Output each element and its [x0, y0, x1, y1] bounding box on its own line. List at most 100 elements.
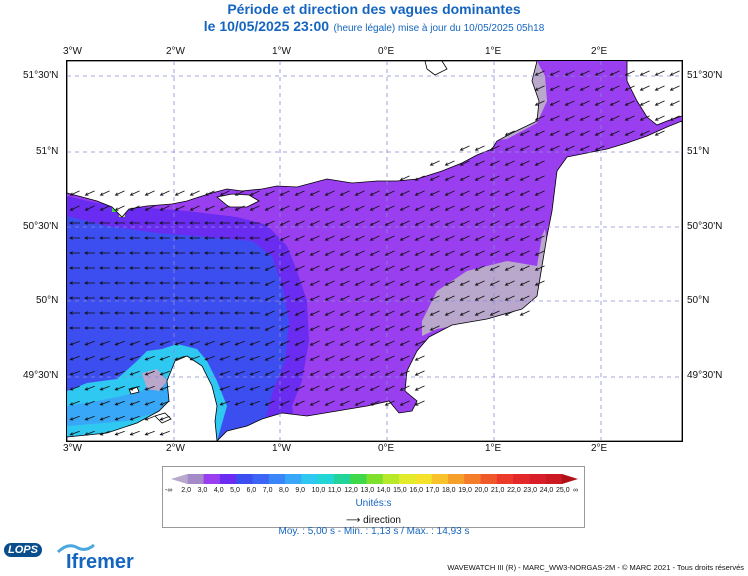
wave-direction-arrowhead	[249, 236, 253, 240]
wave-direction-arrow	[550, 130, 560, 136]
wave-direction-arrow	[325, 385, 335, 391]
wave-direction-arrow	[385, 235, 395, 241]
wave-direction-arrowhead	[129, 281, 133, 285]
wave-direction-arrow	[70, 385, 80, 391]
wave-direction-arrowhead	[69, 236, 73, 240]
wave-direction-arrow	[670, 115, 680, 121]
wave-direction-arrowhead	[129, 326, 133, 330]
wave-direction-arrow	[280, 280, 290, 286]
wave-direction-arrowhead	[459, 147, 464, 151]
wave-direction-arrowhead	[309, 357, 314, 361]
legend-tick-label: ∞	[573, 487, 578, 494]
wave-direction-arrow	[370, 340, 380, 346]
wave-direction-arrow	[295, 385, 305, 391]
wave-direction-arrowhead	[594, 117, 599, 121]
wave-direction-arrowhead	[579, 147, 584, 151]
wave-direction-arrow	[310, 220, 320, 226]
wave-direction-arrowhead	[264, 252, 269, 256]
wave-direction-arrowhead	[129, 221, 133, 225]
left-lat-label: 51°N	[36, 146, 59, 157]
wave-direction-arrow	[145, 205, 155, 211]
wave-direction-arrow	[295, 295, 305, 301]
wave-direction-arrow	[505, 190, 515, 196]
wave-direction-arrow	[400, 355, 410, 361]
wave-direction-arrowhead	[399, 372, 404, 376]
wave-direction-arrowhead	[339, 267, 344, 271]
legend-tick-label: 4,0	[213, 487, 224, 494]
wave-direction-arrow	[415, 220, 425, 226]
wave-direction-arrow	[640, 70, 650, 76]
legend-color-cell	[301, 474, 319, 484]
wave-direction-arrowhead	[324, 222, 329, 226]
wave-direction-arrowhead	[129, 251, 133, 255]
legend-tick-label: 15,0	[393, 487, 407, 494]
wave-direction-arrow	[340, 400, 350, 406]
land-england	[67, 61, 540, 218]
wave-direction-arrow	[505, 310, 515, 316]
wave-direction-arrowhead	[369, 267, 374, 271]
wave-direction-arrowhead	[249, 221, 253, 225]
wave-direction-arrow	[505, 145, 515, 151]
map-panel[interactable]	[66, 60, 683, 442]
wave-direction-arrow	[490, 220, 500, 226]
wave-direction-arrowhead	[429, 207, 434, 211]
wave-direction-arrow	[145, 340, 155, 346]
wave-direction-arrowhead	[279, 402, 284, 406]
wave-direction-arrowhead	[459, 162, 464, 166]
wave-direction-arrowhead	[294, 327, 299, 331]
wave-direction-arrow	[295, 370, 305, 376]
wave-direction-arrowhead	[474, 207, 479, 211]
wave-direction-arrowhead	[354, 192, 359, 196]
wave-direction-arrowhead	[339, 342, 344, 346]
wave-direction-arrowhead	[624, 87, 629, 91]
wave-direction-arrow	[370, 295, 380, 301]
wave-direction-arrowhead	[144, 372, 149, 376]
wave-direction-arrow	[265, 190, 275, 196]
legend-tick-label: 2,0	[181, 487, 192, 494]
wave-direction-arrow	[85, 430, 95, 436]
legend-tick-label: 9,0	[295, 487, 306, 494]
wave-direction-arrow	[100, 385, 110, 391]
wave-direction-arrowhead	[144, 281, 148, 285]
wave-direction-arrowhead	[324, 192, 329, 196]
wave-direction-arrow	[295, 340, 305, 346]
wave-direction-arrowhead	[249, 251, 253, 255]
wave-direction-arrow	[115, 385, 125, 391]
wave-direction-arrowhead	[339, 237, 344, 241]
wave-direction-arrow	[505, 205, 515, 211]
wave-direction-arrow	[175, 190, 185, 196]
wave-direction-arrowhead	[99, 357, 104, 361]
wave-direction-arrow	[610, 115, 620, 121]
wave-direction-arrow	[160, 415, 170, 421]
wave-direction-arrowhead	[399, 252, 404, 256]
wave-direction-arrow	[100, 190, 110, 196]
wave-direction-arrow	[445, 235, 455, 241]
wave-direction-arrowhead	[174, 192, 179, 196]
wave-direction-arrowhead	[84, 417, 89, 421]
wave-direction-arrow	[310, 205, 320, 211]
wave-direction-arrowhead	[354, 252, 359, 256]
wave-direction-arrow	[415, 355, 425, 361]
wave-direction-arrow	[265, 370, 275, 376]
wave-direction-arrow	[595, 85, 605, 91]
wave-direction-arrowhead	[444, 177, 449, 181]
wave-direction-arrow	[160, 340, 170, 346]
wave-direction-arrow	[325, 205, 335, 211]
legend-color-cell	[480, 474, 498, 484]
wave-direction-arrowhead	[114, 251, 118, 255]
wave-direction-arrow	[115, 400, 125, 406]
wave-direction-arrow	[325, 370, 335, 376]
wave-direction-arrow	[310, 265, 320, 271]
wave-direction-arrow	[595, 145, 605, 151]
wave-direction-arrow	[70, 430, 80, 436]
wave-direction-arrowhead	[459, 222, 464, 226]
land-isle-of-wight	[216, 193, 260, 208]
wave-direction-arrowhead	[159, 221, 163, 225]
wave-direction-arrow	[130, 400, 140, 406]
wave-direction-arrow	[445, 250, 455, 256]
wave-direction-arrow	[295, 250, 305, 256]
wave-direction-arrowhead	[159, 432, 164, 436]
wave-direction-arrowhead	[519, 222, 524, 226]
wave-direction-arrow	[265, 325, 275, 331]
wave-direction-arrow	[565, 85, 575, 91]
